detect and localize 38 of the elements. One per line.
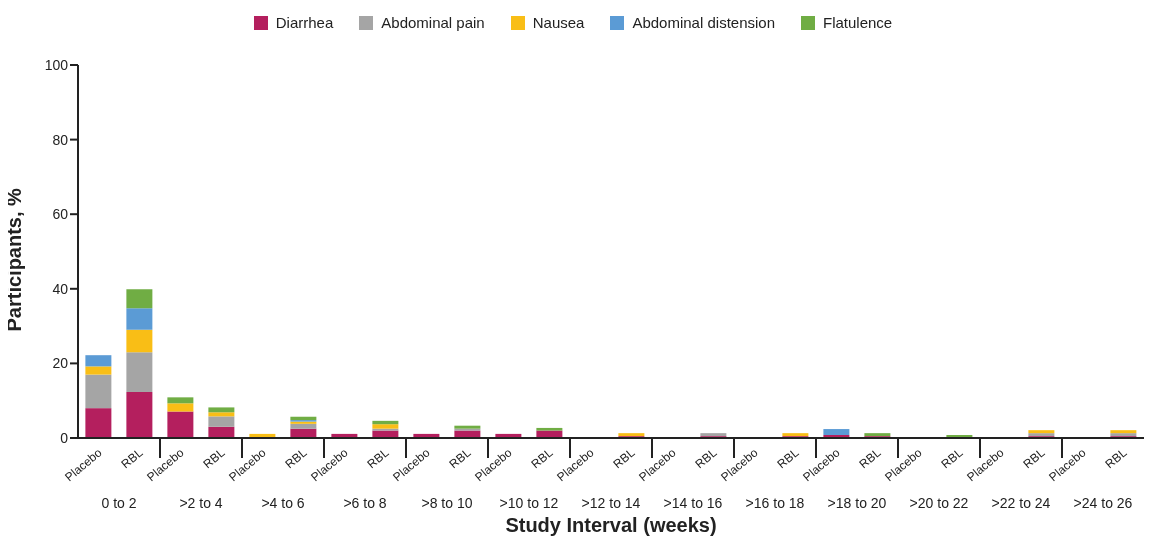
text: >8 to 10	[421, 495, 473, 511]
x-tick-label: RBL	[1020, 445, 1048, 472]
text: >22 to 24	[991, 495, 1051, 511]
text: >6 to 8	[343, 495, 387, 511]
x-axis-title: Study Interval (weeks)	[505, 514, 717, 536]
text: 0 to 2	[101, 495, 137, 511]
text: >4 to 6	[261, 495, 305, 511]
text: >10 to 12	[499, 495, 559, 511]
x-tick-label: RBL	[118, 445, 146, 472]
y-tick-label: 0	[60, 429, 69, 446]
x-tick-label: RBL	[1102, 445, 1130, 472]
text: >18 to 20	[827, 495, 887, 511]
legend-label: Diarrhea	[274, 14, 334, 31]
y-tick-label: 80	[52, 131, 69, 148]
x-tick-label: RBL	[528, 445, 556, 472]
legend-label: Flatulence	[822, 14, 893, 31]
y-tick-label: 60	[52, 206, 69, 223]
x-tick-label: RBL	[938, 445, 966, 472]
text: >16 to 18	[745, 495, 805, 511]
x-tick-label: RBL	[610, 445, 638, 472]
text: >24 to 26	[1073, 495, 1133, 511]
x-tick-label: RBL	[692, 445, 720, 472]
y-tick-label: 100	[44, 56, 69, 73]
text: >12 to 14	[581, 495, 641, 511]
x-tick-label: RBL	[200, 445, 228, 472]
y-tick-label: 40	[52, 280, 69, 297]
x-tick-label: RBL	[774, 445, 802, 472]
y-tick-label: 20	[52, 355, 69, 372]
legend-label: Abdominal pain	[380, 14, 485, 31]
x-tick-label: RBL	[856, 445, 884, 472]
x-tick-label: RBL	[364, 445, 392, 472]
text: >2 to 4	[179, 495, 223, 511]
text: >20 to 22	[909, 495, 969, 511]
legend-label: Nausea	[531, 14, 585, 31]
x-tick-label: RBL	[282, 445, 310, 472]
legend-label: Abdominal distension	[631, 14, 775, 31]
x-tick-label: RBL	[446, 445, 474, 472]
text: >14 to 16	[663, 495, 723, 511]
